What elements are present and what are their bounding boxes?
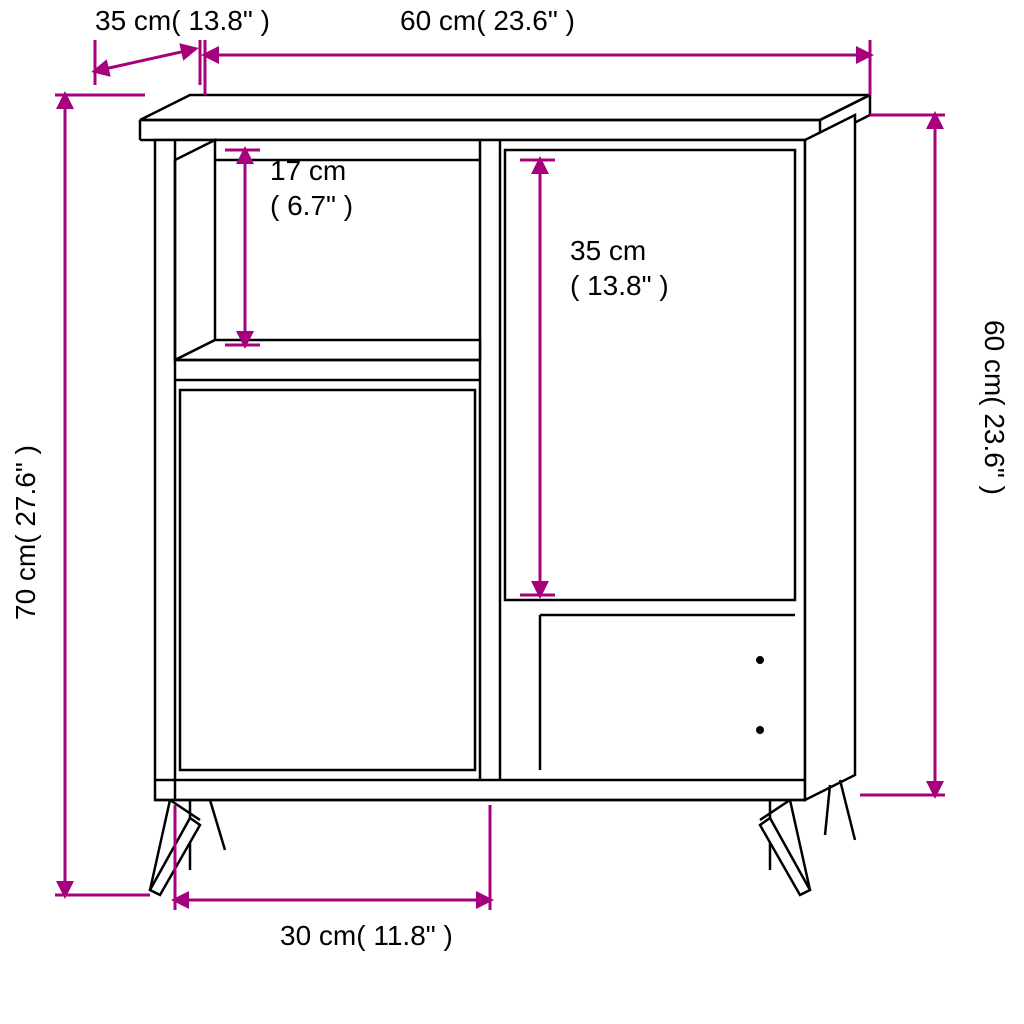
dimension-half-label: 30 cm( 11.8" ) xyxy=(280,920,453,951)
dimension-total-label: 70 cm( 27.6" ) xyxy=(10,445,41,620)
dimension-body-label: 60 cm( 23.6" ) xyxy=(979,320,1010,495)
dimension-depth-label: 35 cm( 13.8" ) xyxy=(95,5,270,36)
dimension-width-label: 60 cm( 23.6" ) xyxy=(400,5,575,36)
